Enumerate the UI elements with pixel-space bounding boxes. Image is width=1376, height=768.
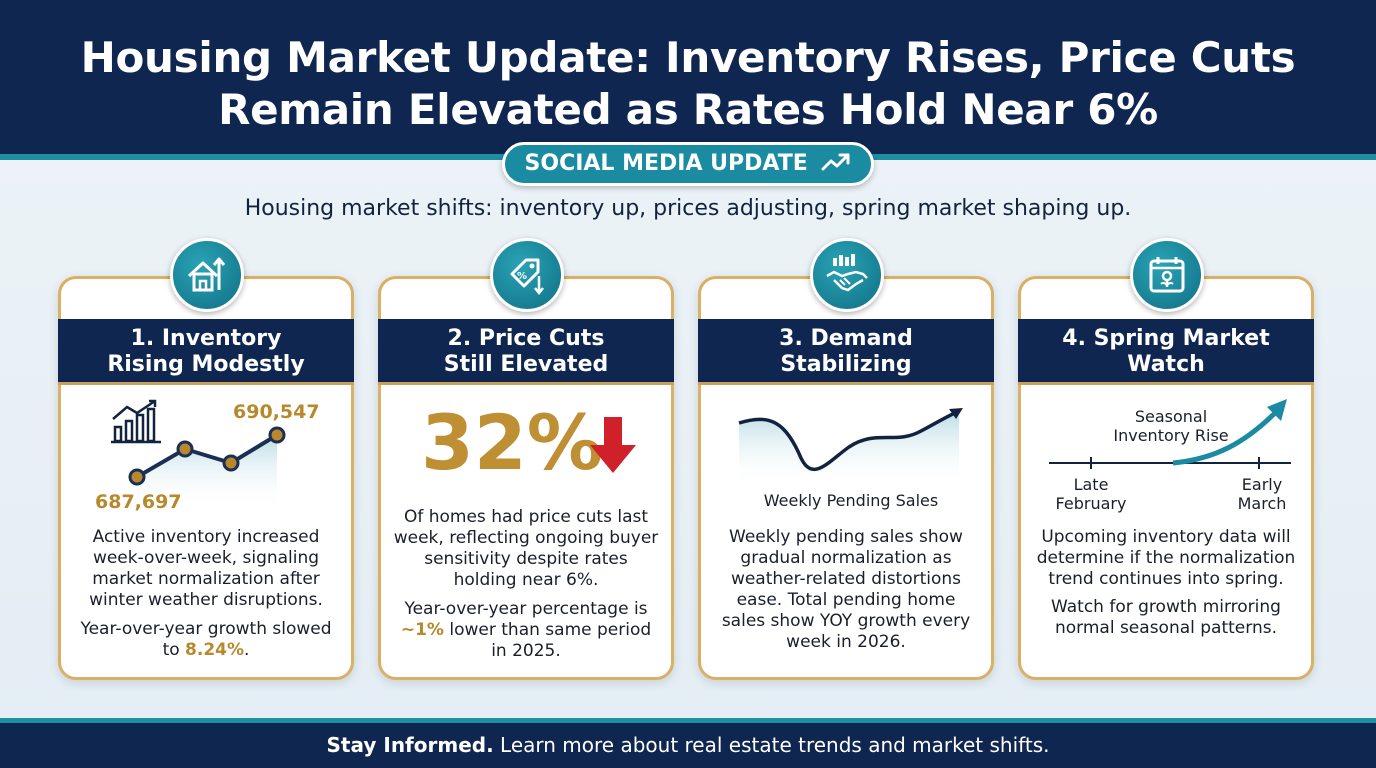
card-title: 1. Inventory Rising Modestly bbox=[58, 319, 354, 385]
growth-suffix: . bbox=[244, 640, 250, 660]
trend-up-icon bbox=[821, 153, 850, 171]
yoy-value: ~1% bbox=[400, 620, 444, 640]
card-title: 2. Price Cuts Still Elevated bbox=[378, 319, 674, 385]
page-title: Housing Market Update: Inventory Rises, … bbox=[0, 32, 1376, 136]
yoy-suffix: lower than same period in 2025. bbox=[443, 620, 652, 661]
title-line-1: Housing Market Update: Inventory Rises, … bbox=[80, 33, 1296, 82]
data-point bbox=[222, 454, 240, 472]
bar-chart-icon bbox=[111, 399, 161, 444]
card-title-line-2: Watch bbox=[1127, 352, 1205, 377]
seasonal-rise-chart bbox=[1049, 399, 1291, 469]
data-point bbox=[176, 440, 194, 458]
card-price-cuts: 2. Price Cuts Still Elevated 32% Of home… bbox=[378, 276, 674, 680]
card-body-text-2: Year-over-year growth slowed to 8.24%. bbox=[73, 619, 339, 661]
inventory-high-value: 690,547 bbox=[233, 401, 320, 423]
label-early-march: Early March bbox=[1237, 475, 1287, 513]
inventory-line-chart bbox=[128, 426, 286, 509]
card-body-text: Of homes had price cuts last week, refle… bbox=[393, 507, 659, 590]
card-title-line-1: 2. Price Cuts bbox=[447, 326, 605, 351]
header: Housing Market Update: Inventory Rises, … bbox=[0, 0, 1376, 160]
footer-text: Learn more about real estate trends and … bbox=[493, 733, 1050, 757]
down-arrow-icon bbox=[590, 417, 636, 473]
price-tag-icon: % bbox=[490, 238, 564, 312]
house-arrow-icon bbox=[170, 238, 244, 312]
footer-bold: Stay Informed. bbox=[326, 733, 494, 757]
card-title-line-2: Stabilizing bbox=[780, 352, 912, 377]
card-body-text: Upcoming inventory data will determine i… bbox=[1036, 527, 1296, 589]
card-title: 3. Demand Stabilizing bbox=[698, 319, 994, 385]
inventory-low-value: 687,697 bbox=[95, 491, 182, 513]
card-title-line-1: 1. Inventory bbox=[130, 326, 282, 351]
label-late-february: Late February bbox=[1055, 475, 1127, 513]
card-body-text: Active inventory increased week-over-wee… bbox=[89, 527, 323, 610]
chart-label: Seasonal Inventory Rise bbox=[1113, 407, 1229, 445]
card-body-text-2: Year-over-year percentage is ~1% lower t… bbox=[393, 599, 659, 662]
card-title-line-2: Still Elevated bbox=[443, 352, 609, 377]
card-demand: 3. Demand Stabilizing Weekly Pending Sal… bbox=[698, 276, 994, 680]
card-title-line-1: 3. Demand bbox=[779, 326, 913, 351]
price-cut-percent: 32% bbox=[421, 398, 603, 487]
growth-value: 8.24% bbox=[185, 640, 245, 660]
data-point bbox=[128, 468, 146, 486]
pending-sales-chart bbox=[738, 408, 963, 487]
growth-text: Year-over-year growth slowed to bbox=[80, 619, 332, 660]
chart-label: Weekly Pending Sales bbox=[763, 491, 939, 510]
social-media-badge: SOCIAL MEDIA UPDATE bbox=[502, 142, 874, 186]
card-title-line-2: Rising Modestly bbox=[107, 352, 305, 377]
handshake-icon bbox=[810, 238, 884, 312]
card-title: 4. Spring Market Watch bbox=[1018, 319, 1314, 385]
card-body-text: Weekly pending sales show gradual normal… bbox=[721, 527, 971, 652]
calendar-flower-icon bbox=[1130, 238, 1204, 312]
yoy-text: Year-over-year percentage is bbox=[404, 599, 648, 619]
card-spring-market: 4. Spring Market Watch Seasonal Inventor… bbox=[1018, 276, 1314, 680]
svg-text:%: % bbox=[517, 271, 527, 282]
data-point bbox=[268, 426, 286, 444]
subtitle: Housing market shifts: inventory up, pri… bbox=[244, 196, 1132, 221]
title-line-2: Remain Elevated as Rates Hold Near 6% bbox=[218, 85, 1158, 134]
card-title-line-1: 4. Spring Market bbox=[1062, 326, 1270, 351]
card-inventory: 1. Inventory Rising Modestly 690,547 687… bbox=[58, 276, 354, 680]
footer: Stay Informed. Learn more about real est… bbox=[0, 718, 1376, 768]
badge-label: SOCIAL MEDIA UPDATE bbox=[524, 151, 808, 176]
card-body-text-2: Watch for growth mirroring normal season… bbox=[1051, 597, 1281, 638]
